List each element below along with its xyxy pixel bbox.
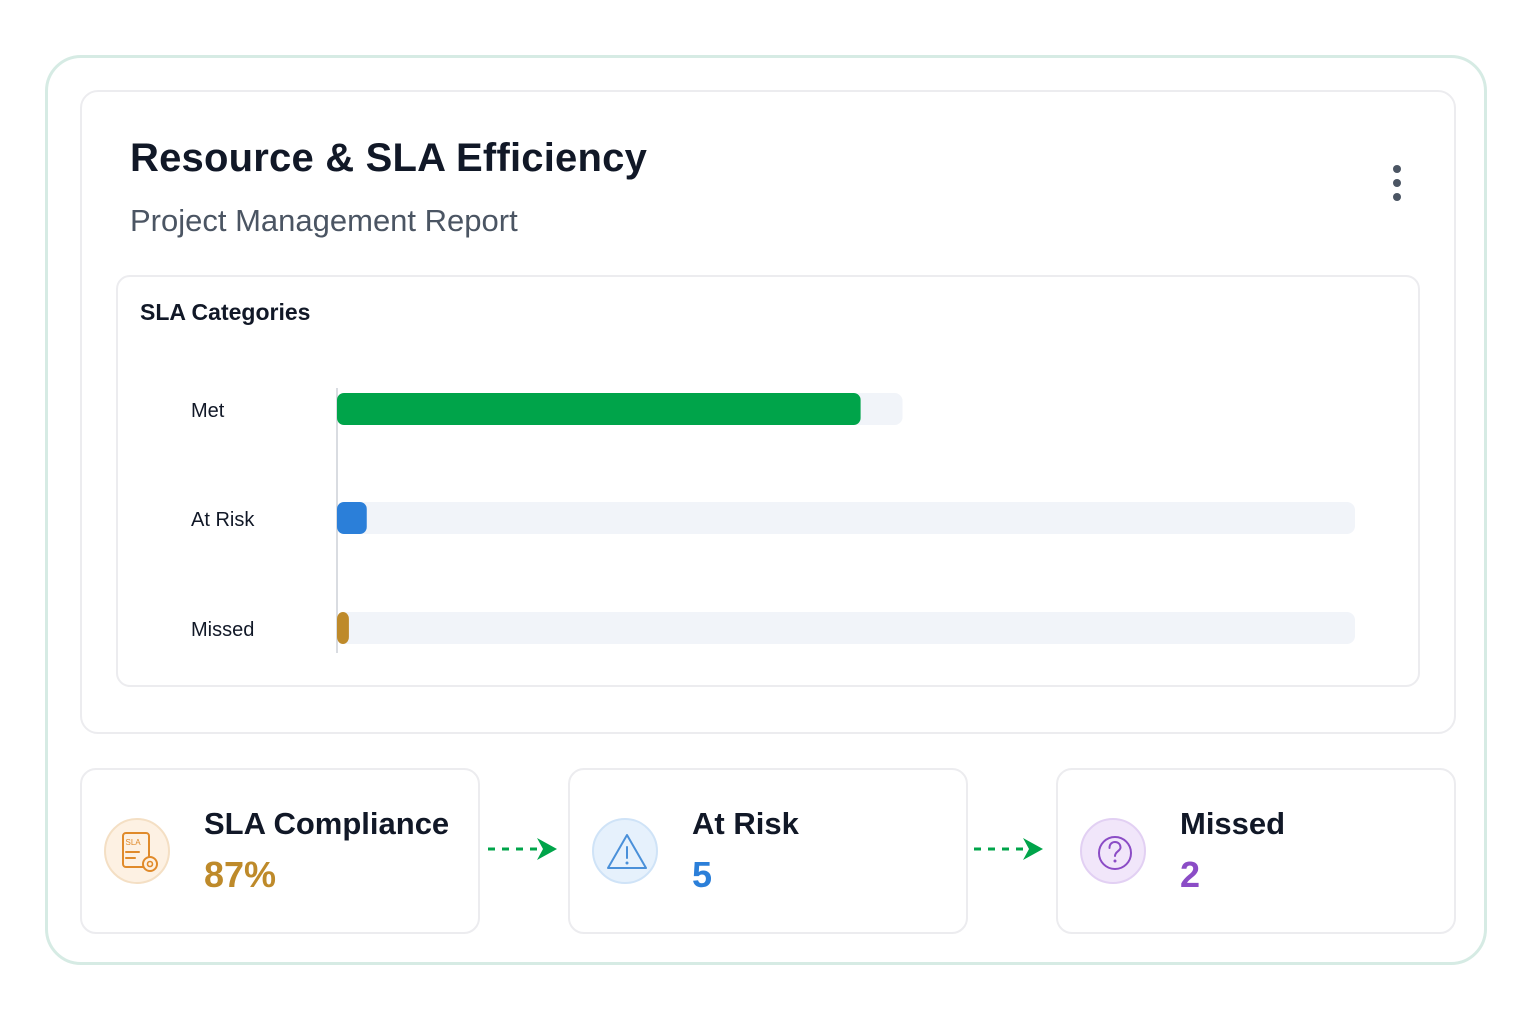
- page-title: Resource & SLA Efficiency: [130, 136, 648, 180]
- bar-missed[interactable]: [337, 612, 349, 644]
- bar-met[interactable]: [337, 393, 861, 425]
- chart-panel: [116, 275, 1420, 687]
- stat-label: Missed: [1180, 806, 1286, 841]
- bar-label: Missed: [191, 619, 254, 641]
- stat-card-sla-compliance[interactable]: SLA SLA Compliance 87%: [80, 768, 480, 934]
- flow-arrow-icon: [974, 838, 1043, 860]
- bar-at-risk[interactable]: [337, 502, 367, 534]
- more-options-icon[interactable]: [1383, 160, 1411, 206]
- stat-value: 2: [1180, 854, 1201, 895]
- bar-track: [337, 502, 1355, 534]
- stat-card-at-risk[interactable]: At Risk 5: [568, 768, 968, 934]
- stat-value: 87%: [204, 854, 277, 895]
- stat-label: SLA Compliance: [204, 806, 450, 841]
- bar-label: At Risk: [191, 509, 255, 531]
- stat-card-missed[interactable]: Missed 2: [1056, 768, 1456, 934]
- bar-label: Met: [191, 400, 225, 422]
- chart-title: SLA Categories: [140, 299, 311, 325]
- sla-badge-text: SLA: [126, 838, 142, 847]
- warning-triangle-icon: [592, 818, 658, 884]
- page-subtitle: Project Management Report: [130, 203, 518, 238]
- flow-arrow-icon: [488, 838, 557, 860]
- stat-value: 5: [692, 854, 713, 895]
- bar-track: [337, 612, 1355, 644]
- sla-document-icon: SLA: [104, 818, 170, 884]
- stat-label: At Risk: [692, 806, 799, 841]
- question-circle-icon: [1080, 818, 1146, 884]
